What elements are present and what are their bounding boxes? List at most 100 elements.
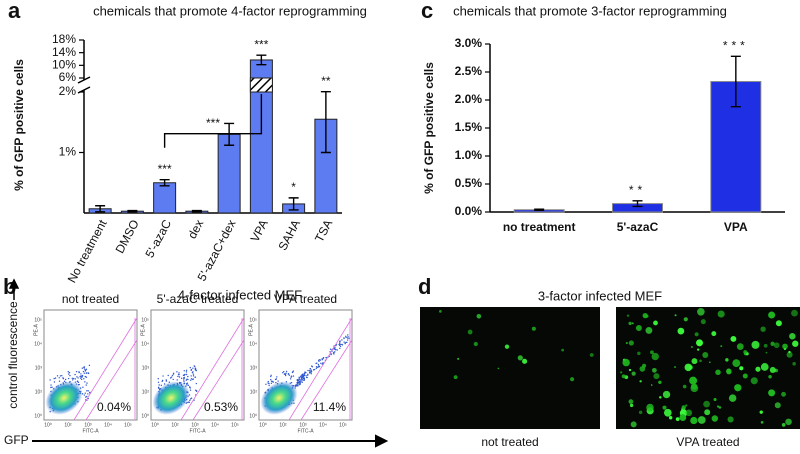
flow-event	[299, 379, 302, 381]
colony	[755, 366, 761, 372]
y-tick-label: 1.0%	[455, 148, 483, 162]
image-label: not treated	[481, 435, 538, 449]
colony	[628, 399, 634, 404]
tick: 10³	[142, 365, 150, 371]
tick: 10⁰	[259, 422, 267, 428]
tick: 10⁰	[151, 422, 159, 428]
flow-event	[81, 374, 84, 377]
y-tick-label: 6%	[59, 70, 77, 84]
flow-event	[85, 384, 87, 386]
flow-event	[295, 384, 297, 387]
flow-event	[336, 349, 339, 351]
flow-event	[85, 372, 88, 374]
flow-event	[270, 378, 272, 381]
tick: 10⁴	[141, 341, 149, 347]
significance: **	[629, 183, 646, 197]
gate	[288, 317, 353, 421]
x-tick-label: 5'-azaC	[142, 217, 174, 260]
colony	[685, 409, 693, 417]
flow-event	[74, 378, 77, 380]
flow-event	[67, 377, 70, 380]
flow-event	[183, 370, 185, 372]
x-tick-label: VPA	[724, 220, 748, 234]
flow-event	[183, 381, 185, 383]
gate	[73, 317, 138, 421]
colony	[684, 363, 693, 372]
flow-event	[172, 373, 175, 375]
colony	[659, 396, 662, 399]
error-bar	[288, 197, 299, 211]
flow-event	[185, 369, 188, 372]
flow-event	[186, 384, 188, 386]
colony	[697, 348, 700, 351]
plot-y-label: PE-A	[33, 324, 39, 336]
arrow	[32, 434, 389, 448]
colony	[628, 368, 632, 372]
flow-event	[195, 390, 198, 393]
flow-event	[303, 373, 306, 375]
flow-event	[346, 341, 348, 344]
colony	[635, 325, 642, 332]
percent: 0.04%	[97, 400, 131, 414]
plot-title: not treated	[62, 292, 119, 306]
tick: 10⁵	[339, 422, 347, 428]
flow-event	[296, 381, 298, 384]
colony	[699, 359, 702, 363]
flow-event	[270, 375, 272, 378]
colony	[694, 332, 699, 337]
bar	[153, 182, 177, 214]
flow-event	[300, 375, 302, 377]
flow-event	[87, 390, 89, 392]
colony	[439, 310, 442, 313]
flow-event	[341, 344, 344, 346]
y-tick-label: 2.5%	[455, 64, 483, 78]
colony	[681, 405, 686, 410]
tick: 10⁰	[141, 413, 149, 419]
y-tick-label: 1.5%	[455, 120, 483, 134]
x-tick-label: TSA	[312, 217, 335, 244]
flow-event	[183, 376, 186, 379]
flow-event	[348, 337, 350, 340]
flow-event	[86, 382, 88, 384]
flow-event	[343, 337, 345, 339]
error-bar	[191, 209, 202, 213]
flow-event	[190, 368, 193, 371]
flow-event	[185, 371, 188, 373]
chart-title: chemicals that promote 4-factor reprogra…	[93, 3, 367, 18]
colony	[453, 375, 458, 380]
tick: 10³	[299, 422, 307, 428]
flow-event	[177, 375, 179, 378]
tick: 10²	[142, 389, 150, 395]
flow-event	[77, 381, 80, 384]
flow-event	[318, 365, 321, 368]
colony	[774, 402, 781, 409]
flow-event	[85, 368, 88, 370]
flow-event	[270, 380, 273, 382]
plot-x-label: FITC-A	[297, 428, 314, 434]
flow-event	[346, 337, 349, 339]
colony	[531, 326, 536, 331]
colony	[792, 362, 796, 366]
y-axis-label: % of GFP positive cells	[422, 62, 436, 194]
flow-event	[82, 370, 85, 373]
colony	[728, 394, 737, 402]
flow-event	[190, 375, 192, 377]
colony	[769, 366, 776, 373]
tick: 10⁵	[141, 317, 149, 323]
flow-event	[59, 375, 62, 377]
flow-event	[87, 372, 90, 375]
colony	[726, 368, 732, 375]
flow-event	[309, 371, 311, 373]
flow-event	[187, 378, 189, 381]
panel-letter: c	[421, 0, 433, 23]
tick: 10⁵	[124, 422, 132, 428]
colony	[637, 351, 641, 356]
flow-event	[71, 377, 73, 380]
flow-event	[311, 366, 314, 368]
flow-event	[343, 341, 345, 343]
flow-event	[297, 384, 299, 387]
chart: c chemicals that promote 3-factor reprogr…	[421, 0, 785, 234]
flow-event	[284, 374, 287, 377]
panel-letter: b	[3, 274, 16, 299]
error-bar	[95, 205, 106, 213]
